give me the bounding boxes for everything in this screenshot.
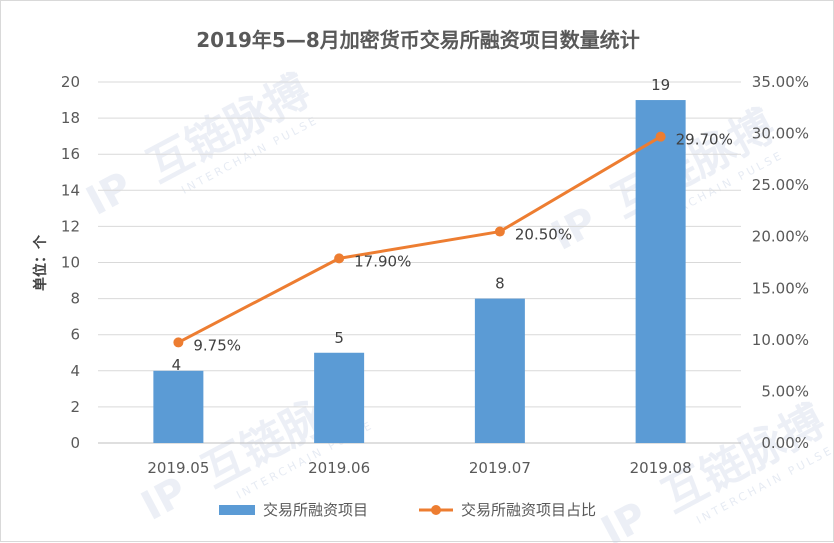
watermark-logo-mark: IP — [79, 163, 140, 224]
right-y-axis: 0.00% 5.00% 10.00% 15.00% 20.00% 25.00% 30.00%… — [752, 73, 809, 452]
legend: 交易所融资项目 交易所融资项目占比 — [219, 501, 596, 519]
right-y-tick-label: 30.00% — [752, 125, 809, 143]
right-y-tick-label: 0.00% — [761, 434, 809, 452]
bar-value-label: 8 — [495, 275, 505, 293]
bar — [153, 370, 204, 443]
bar — [474, 298, 525, 443]
left-y-tick-label: 14 — [61, 181, 80, 199]
watermark-logo-mark: IP — [134, 468, 195, 529]
left-y-tick-label: 20 — [61, 73, 80, 91]
line-value-label: 9.75% — [193, 336, 241, 354]
line-point — [494, 226, 505, 237]
right-y-tick-label: 20.00% — [752, 228, 809, 246]
right-y-tick-label: 35.00% — [752, 73, 809, 91]
bar-series — [153, 100, 686, 444]
series-line — [177, 135, 662, 344]
line-point — [655, 131, 666, 142]
right-y-tick-label: 15.00% — [752, 279, 809, 297]
bar — [635, 100, 686, 444]
bar-value-label: 19 — [651, 76, 670, 94]
legend-label-line: 交易所融资项目占比 — [461, 501, 596, 519]
left-y-tick-label: 4 — [70, 362, 80, 380]
left-y-tick-label: 6 — [70, 326, 80, 344]
line-value-label: 20.50% — [515, 226, 572, 244]
x-axis: 2019.05 2019.06 2019.07 2019.08 — [147, 459, 691, 477]
left-y-axis: 0 2 4 6 8 10 12 14 16 18 20 — [61, 73, 80, 452]
right-y-tick-label: 10.00% — [752, 331, 809, 349]
line-point — [173, 337, 184, 348]
left-y-tick-label: 2 — [70, 398, 80, 416]
left-y-tick-label: 8 — [70, 290, 80, 308]
legend-label-bar: 交易所融资项目 — [263, 501, 368, 519]
line-value-label: 29.70% — [676, 131, 733, 149]
legend-swatch-bar — [219, 505, 255, 515]
data-labels: 4 5 8 19 9.75% 17.90% 20.50% 29.70% — [172, 76, 733, 374]
y-axis-title: 单位：个 — [32, 234, 49, 291]
left-y-tick-label: 12 — [61, 217, 80, 235]
chart-title: 2019年5—8月加密货币交易所融资项目数量统计 — [196, 28, 640, 52]
legend-swatch-dot — [431, 505, 441, 515]
left-y-tick-label: 18 — [61, 109, 80, 127]
x-tick-label: 2019.05 — [147, 459, 209, 477]
x-tick-label: 2019.07 — [469, 459, 531, 477]
right-y-tick-label: 5.00% — [761, 382, 809, 400]
bar — [314, 352, 365, 443]
left-y-tick-label: 0 — [70, 434, 80, 452]
bar-value-label: 5 — [334, 329, 344, 347]
x-tick-label: 2019.06 — [308, 459, 370, 477]
x-tick-label: 2019.08 — [630, 459, 692, 477]
left-y-tick-label: 16 — [61, 145, 80, 163]
right-y-tick-label: 25.00% — [752, 176, 809, 194]
line-series — [173, 131, 666, 348]
left-y-tick-label: 10 — [61, 254, 80, 272]
bar-value-label: 4 — [172, 356, 182, 374]
watermark-logo-mark: IP — [594, 493, 655, 543]
line-value-label: 17.90% — [354, 252, 411, 270]
line-point — [334, 253, 345, 264]
